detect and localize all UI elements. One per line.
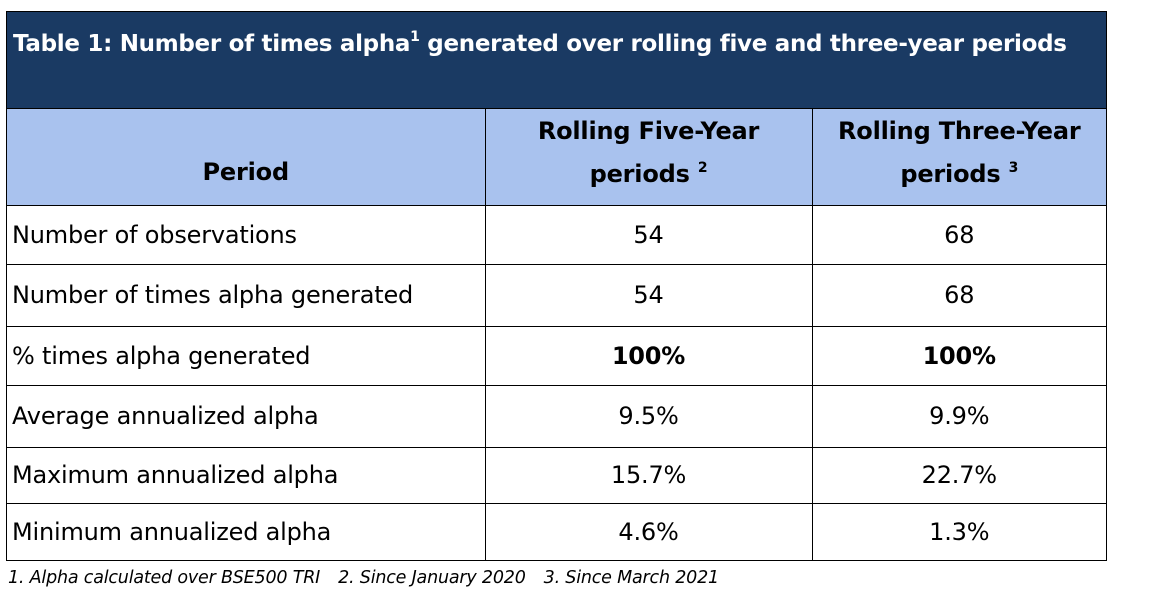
header-three-year: Rolling Three-Year periods 3 [811,109,1106,206]
title-footnote-marker: 1 [410,29,420,45]
table-row: Average annualized alpha 9.5% 9.9% [7,384,1106,448]
header-three-year-marker: 3 [1008,159,1019,176]
row-label: Minimum annualized alpha [7,502,486,560]
row-value-three-year: 9.9% [811,384,1106,448]
header-period: Period [7,109,486,206]
footnotes: 1. Alpha calculated over BSE500 TRI 2. Si… [8,568,737,588]
row-label: Maximum annualized alpha [7,446,486,504]
row-value-five-year: 9.5% [484,384,813,448]
header-three-year-label: Rolling Three-Year periods [838,116,1081,188]
row-value-five-year: 15.7% [484,446,813,504]
row-value-three-year: 100% [811,325,1106,386]
data-table: Period Rolling Five-Year periods 2 Rolli… [7,109,1106,560]
footnote-2: 2. Since January 2020 [338,568,526,588]
table-title-text-cont: generated over rolling five and three-ye… [419,31,1067,57]
row-value-three-year: 1.3% [811,502,1106,560]
table-row: Number of observations 54 68 [7,204,1106,265]
table-row: % times alpha generated 100% 100% [7,325,1106,386]
row-value-five-year: 54 [484,204,813,265]
table-row: Number of times alpha generated 54 68 [7,263,1106,327]
row-value-five-year: 54 [484,263,813,327]
table-row: Minimum annualized alpha 4.6% 1.3% [7,502,1106,560]
row-value-three-year: 22.7% [811,446,1106,504]
header-five-year-marker: 2 [697,159,708,176]
table-title: Table 1: Number of times alpha1 generate… [7,12,1106,109]
table-title-text: Table 1: Number of times alpha [13,31,411,57]
header-five-year: Rolling Five-Year periods 2 [484,109,813,206]
row-label: Average annualized alpha [7,384,486,448]
header-row: Period Rolling Five-Year periods 2 Rolli… [7,109,1106,206]
row-value-three-year: 68 [811,263,1106,327]
row-label: Number of observations [7,204,486,265]
footnote-1: 1. Alpha calculated over BSE500 TRI [8,568,321,588]
row-value-three-year: 68 [811,204,1106,265]
row-value-five-year: 4.6% [484,502,813,560]
header-five-year-label: Rolling Five-Year periods [537,116,760,188]
row-label: % times alpha generated [7,325,486,386]
table-row: Maximum annualized alpha 15.7% 22.7% [7,446,1106,504]
alpha-table: Table 1: Number of times alpha1 generate… [6,11,1107,561]
row-value-five-year: 100% [484,325,813,386]
row-label: Number of times alpha generated [7,263,486,327]
footnote-3: 3. Since March 2021 [543,568,720,588]
